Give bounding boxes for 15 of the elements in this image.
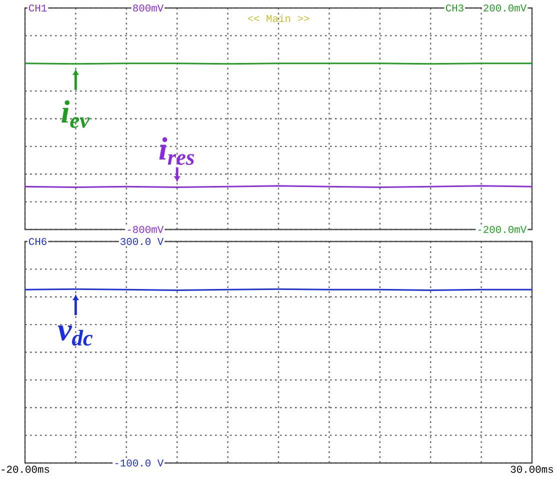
y-tick-label: -800mV: [128, 226, 164, 234]
y-tick-label: 800mV: [133, 4, 164, 12]
y2-tick-label: 200.0mV: [484, 4, 527, 12]
y2-axis-title: CH3: [446, 4, 464, 12]
x-tick-label: 30.00ms: [510, 466, 553, 473]
annotation: << Main >>: [248, 14, 310, 22]
y-axis-title: CH1: [28, 4, 47, 12]
y2-tick-label: -200.0mV: [478, 226, 527, 234]
series-label: i$_{res}$: [159, 137, 194, 165]
legend-label: i$_{ev}$: [62, 100, 90, 128]
legend-label: v$_{dc}$: [58, 326, 93, 346]
x-tick-label: -20.00ms: [2, 466, 50, 473]
y-axis-title: CH6: [28, 238, 46, 246]
y-tick-label: 300.0 V: [120, 238, 164, 246]
y-tick-label: -100.0 V: [115, 459, 164, 467]
